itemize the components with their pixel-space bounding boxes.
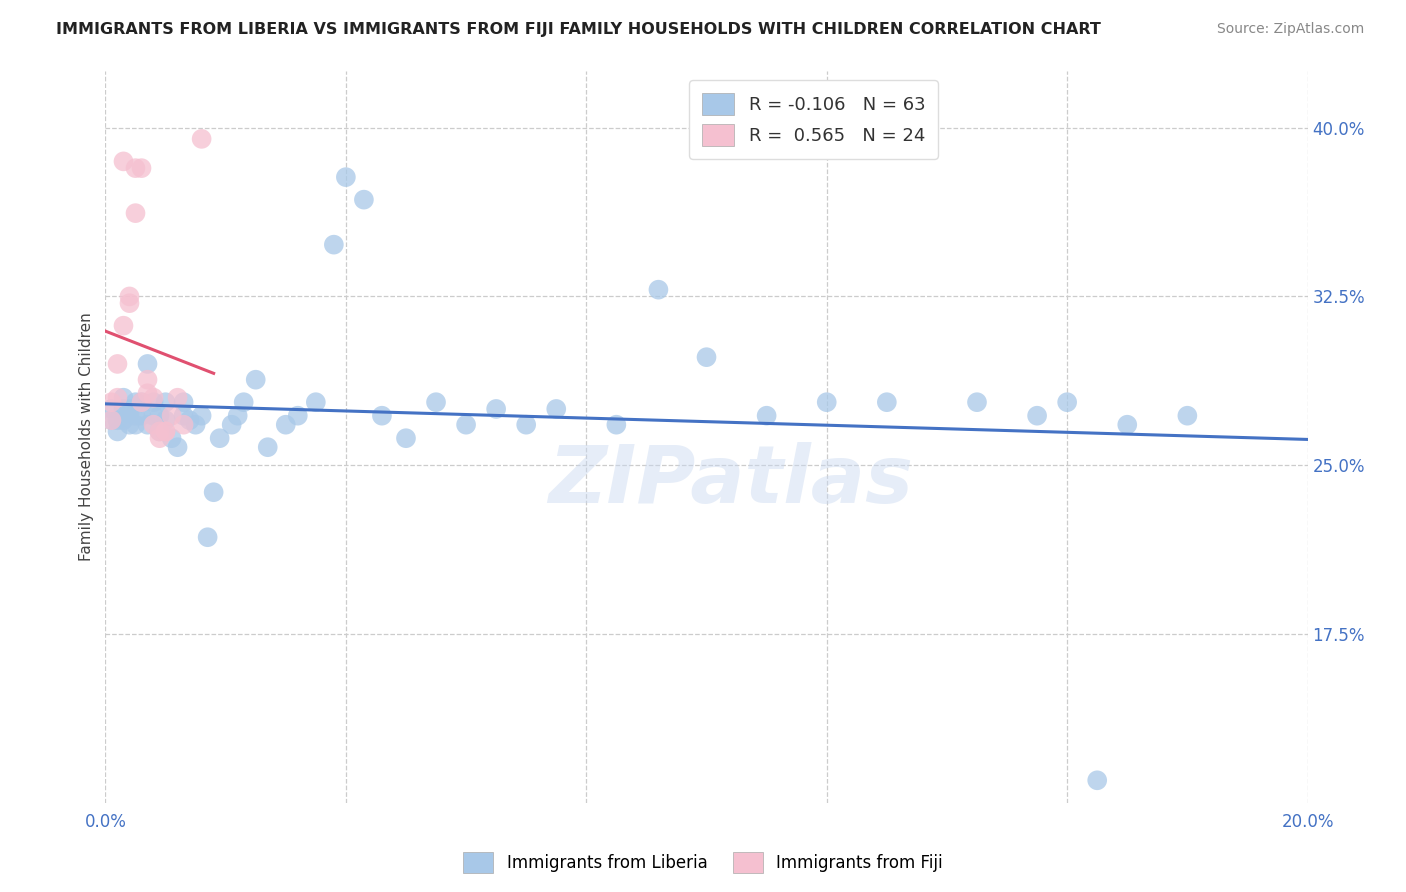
Legend: R = -0.106   N = 63, R =  0.565   N = 24: R = -0.106 N = 63, R = 0.565 N = 24 [689, 80, 938, 159]
Text: Source: ZipAtlas.com: Source: ZipAtlas.com [1216, 22, 1364, 37]
Point [425, 395, 447, 409]
Point [131, 395, 153, 409]
Point [173, 409, 195, 423]
Point [112, 413, 135, 427]
Point [190, 409, 212, 423]
Y-axis label: Family Households with Children: Family Households with Children [79, 313, 94, 561]
Point [274, 417, 297, 432]
Point [112, 154, 135, 169]
Point [112, 401, 135, 416]
Text: IMMIGRANTS FROM LIBERIA VS IMMIGRANTS FROM FIJI FAMILY HOUSEHOLDS WITH CHILDREN : IMMIGRANTS FROM LIBERIA VS IMMIGRANTS FR… [56, 22, 1101, 37]
Point [179, 413, 201, 427]
Point [124, 206, 146, 220]
Point [118, 296, 141, 310]
Point [696, 350, 718, 364]
Point [190, 132, 212, 146]
Point [118, 401, 141, 416]
Point [155, 413, 177, 427]
Point [184, 417, 207, 432]
Text: ZIPatlas: ZIPatlas [548, 442, 912, 520]
Point [353, 193, 375, 207]
Point [142, 409, 165, 423]
Point [1116, 417, 1139, 432]
Point [1056, 395, 1078, 409]
Point [647, 283, 669, 297]
Point [148, 409, 170, 423]
Point [208, 431, 231, 445]
Point [966, 395, 988, 409]
Point [546, 401, 568, 416]
Point [173, 417, 195, 432]
Point [166, 440, 188, 454]
Point [371, 409, 394, 423]
Point [305, 395, 328, 409]
Point [136, 417, 159, 432]
Point [107, 413, 129, 427]
Point [454, 417, 477, 432]
Point [100, 413, 122, 427]
Point [124, 395, 146, 409]
Point [395, 431, 418, 445]
Point [1085, 773, 1108, 788]
Point [107, 391, 129, 405]
Point [173, 395, 195, 409]
Point [142, 395, 165, 409]
Point [155, 425, 177, 439]
Point [112, 318, 135, 333]
Point [148, 425, 170, 439]
Point [322, 237, 344, 252]
Point [124, 409, 146, 423]
Point [226, 409, 249, 423]
Point [160, 409, 183, 423]
Point [1175, 409, 1198, 423]
Point [142, 391, 165, 405]
Point [256, 440, 278, 454]
Point [1026, 409, 1049, 423]
Point [876, 395, 898, 409]
Point [107, 425, 129, 439]
Point [118, 407, 141, 421]
Point [197, 530, 219, 544]
Point [148, 425, 170, 439]
Point [112, 391, 135, 405]
Point [485, 401, 508, 416]
Legend: Immigrants from Liberia, Immigrants from Fiji: Immigrants from Liberia, Immigrants from… [457, 846, 949, 880]
Point [131, 161, 153, 175]
Point [232, 395, 254, 409]
Point [131, 409, 153, 423]
Point [815, 395, 838, 409]
Point [100, 413, 122, 427]
Point [287, 409, 309, 423]
Point [136, 373, 159, 387]
Point [155, 395, 177, 409]
Point [107, 357, 129, 371]
Point [160, 431, 183, 445]
Point [118, 417, 141, 432]
Point [335, 170, 357, 185]
Point [148, 431, 170, 445]
Point [221, 417, 243, 432]
Point [118, 289, 141, 303]
Point [155, 425, 177, 439]
Point [166, 391, 188, 405]
Point [245, 373, 267, 387]
Point [605, 417, 627, 432]
Point [142, 417, 165, 432]
Point [136, 386, 159, 401]
Point [515, 417, 537, 432]
Point [100, 401, 122, 416]
Point [131, 395, 153, 409]
Point [136, 357, 159, 371]
Point [202, 485, 225, 500]
Point [100, 395, 122, 409]
Point [755, 409, 778, 423]
Point [124, 417, 146, 432]
Point [124, 161, 146, 175]
